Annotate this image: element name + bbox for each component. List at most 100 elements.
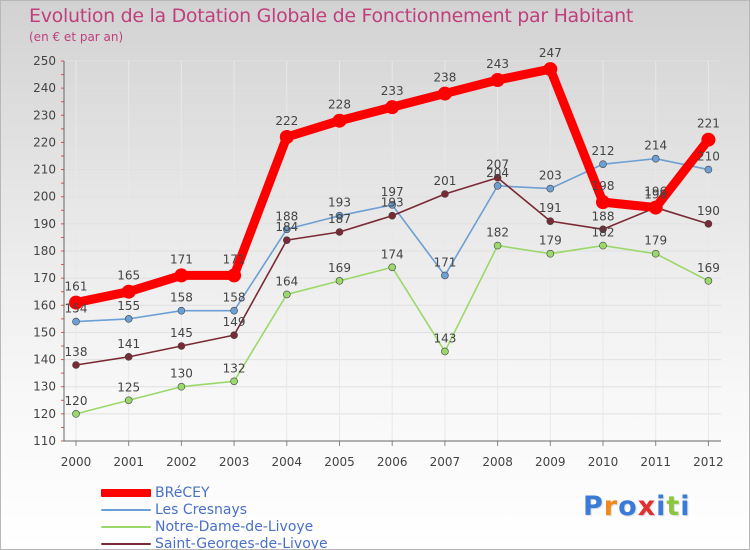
data-point-br-cey (596, 195, 610, 210)
data-point-les-cresnays (282, 225, 291, 234)
x-tick-label: 2001 (113, 455, 144, 469)
data-point-les-cresnays (230, 306, 238, 315)
data-point-les-cresnays (493, 182, 502, 190)
data-label-les-cresnays: 155 (117, 299, 140, 313)
x-tick-label: 2007 (430, 455, 461, 469)
x-tick-label: 2005 (324, 455, 355, 469)
legend-label-brecey: BRéCEY (155, 485, 210, 501)
y-tick-label: 220 (33, 135, 56, 149)
data-label-les-cresnays: 171 (433, 255, 456, 269)
data-label-les-cresnays: 158 (223, 291, 246, 305)
data-point-saint-georges-de-livoye (441, 190, 449, 198)
data-label-saint-georges-de-livoye: 184 (275, 220, 298, 234)
data-label-notre-dame-de-livoye: 164 (275, 274, 298, 288)
data-point-br-cey (121, 284, 136, 299)
legend-swatch-notre-dame-de-livoye (101, 526, 151, 528)
logo-letter: t (666, 491, 681, 522)
data-point-notre-dame-de-livoye (72, 410, 80, 418)
data-point-saint-georges-de-livoye (282, 236, 291, 244)
x-tick-label: 2004 (272, 455, 303, 469)
data-label-les-cresnays: 193 (328, 196, 351, 210)
data-point-saint-georges-de-livoye (124, 353, 133, 361)
data-point-notre-dame-de-livoye (493, 241, 502, 250)
data-point-notre-dame-de-livoye (282, 290, 291, 299)
logo-letter: o (618, 491, 638, 522)
data-label-notre-dame-de-livoye: 130 (170, 367, 193, 381)
data-label-br-cey: 222 (275, 114, 298, 128)
data-labels: 161 165 171 171 222 228 233 238 243 247 198 196 221 1… (65, 46, 720, 408)
data-label-br-cey: 228 (328, 98, 351, 112)
data-point-br-cey (227, 268, 242, 283)
y-tick-label: 140 (33, 353, 56, 367)
y-tick-label: 230 (33, 108, 56, 122)
data-label-notre-dame-de-livoye: 125 (117, 380, 140, 394)
data-point-br-cey (543, 62, 558, 77)
data-label-notre-dame-de-livoye: 182 (486, 226, 509, 240)
data-label-saint-georges-de-livoye: 193 (381, 196, 404, 210)
data-label-les-cresnays: 214 (644, 139, 667, 153)
data-label-br-cey: 171 (170, 252, 193, 266)
logo-letter: i (680, 491, 691, 522)
y-tick-label: 150 (33, 325, 56, 339)
data-point-saint-georges-de-livoye (335, 228, 344, 236)
data-label-br-cey: 247 (539, 46, 562, 60)
data-label-br-cey: 165 (117, 269, 140, 283)
legend-swatch-les-cresnays (101, 509, 151, 511)
y-tick-label: 210 (33, 163, 56, 177)
data-label-saint-georges-de-livoye: 188 (592, 209, 615, 223)
legend-label-saint-georges-de-livoye: Saint-Georges-de-Livoye (155, 536, 328, 550)
y-tick-label: 110 (33, 434, 56, 448)
logo-letter: x (637, 491, 657, 522)
data-point-br-cey (437, 86, 452, 101)
y-tick-label: 130 (33, 380, 56, 394)
data-label-notre-dame-de-livoye: 143 (433, 331, 456, 345)
data-point-br-cey (332, 113, 347, 128)
data-label-saint-georges-de-livoye: 141 (117, 337, 140, 351)
y-tick-label: 250 (33, 54, 56, 68)
x-tick-label: 2000 (61, 455, 92, 469)
logo-letter: r (603, 491, 619, 522)
x-tick-label: 2012 (693, 455, 724, 469)
logo-letter: i (656, 491, 667, 522)
data-point-br-cey (385, 100, 400, 115)
data-label-les-cresnays: 212 (592, 144, 615, 158)
data-label-les-cresnays: 188 (275, 209, 298, 223)
data-label-br-cey: 221 (697, 117, 720, 131)
data-label-br-cey: 233 (381, 84, 404, 98)
data-label-br-cey: 196 (644, 185, 667, 199)
data-label-br-cey: 238 (433, 71, 456, 85)
y-tick-label: 190 (33, 217, 56, 231)
data-label-saint-georges-de-livoye: 196 (644, 188, 667, 202)
data-point-br-cey (174, 268, 189, 283)
x-tick-label: 2010 (588, 455, 619, 469)
data-point-saint-georges-de-livoye (546, 217, 555, 225)
data-point-notre-dame-de-livoye (177, 382, 186, 391)
data-point-notre-dame-de-livoye (230, 377, 238, 386)
data-point-saint-georges-de-livoye (493, 173, 502, 182)
y-tick-label: 170 (33, 271, 56, 285)
data-point-les-cresnays (124, 315, 133, 323)
data-point-les-cresnays (335, 211, 344, 220)
data-label-br-cey: 243 (486, 57, 509, 71)
data-label-notre-dame-de-livoye: 179 (644, 234, 667, 248)
data-label-saint-georges-de-livoye: 138 (65, 345, 88, 359)
data-point-notre-dame-de-livoye (599, 241, 607, 250)
data-label-les-cresnays: 210 (697, 150, 720, 164)
series-lines (69, 62, 716, 418)
data-point-saint-georges-de-livoye (599, 225, 607, 234)
data-label-saint-georges-de-livoye: 149 (223, 315, 246, 329)
data-point-les-cresnays (441, 271, 449, 280)
data-label-notre-dame-de-livoye: 169 (328, 261, 351, 275)
x-tick-label: 2008 (482, 455, 513, 469)
legend-swatch-saint-georges-de-livoye (101, 543, 151, 545)
data-point-saint-georges-de-livoye (388, 211, 397, 220)
data-point-notre-dame-de-livoye (704, 277, 713, 285)
y-tick-label: 160 (33, 298, 56, 312)
data-point-notre-dame-de-livoye (335, 277, 344, 285)
x-tick-label: 2009 (535, 455, 566, 469)
chart-subtitle: (en € et par an) (29, 30, 124, 44)
data-point-les-cresnays (388, 201, 397, 209)
data-point-les-cresnays (704, 165, 713, 174)
data-point-notre-dame-de-livoye (388, 263, 397, 272)
